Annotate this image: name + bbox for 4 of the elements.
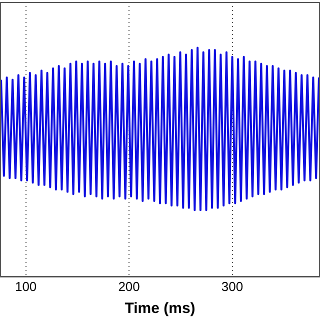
x-tick-label: 100: [14, 278, 37, 294]
x-tick-label: 200: [118, 278, 140, 294]
x-tick-label: 300: [221, 278, 244, 294]
x-axis-title: Time (ms): [124, 300, 196, 318]
